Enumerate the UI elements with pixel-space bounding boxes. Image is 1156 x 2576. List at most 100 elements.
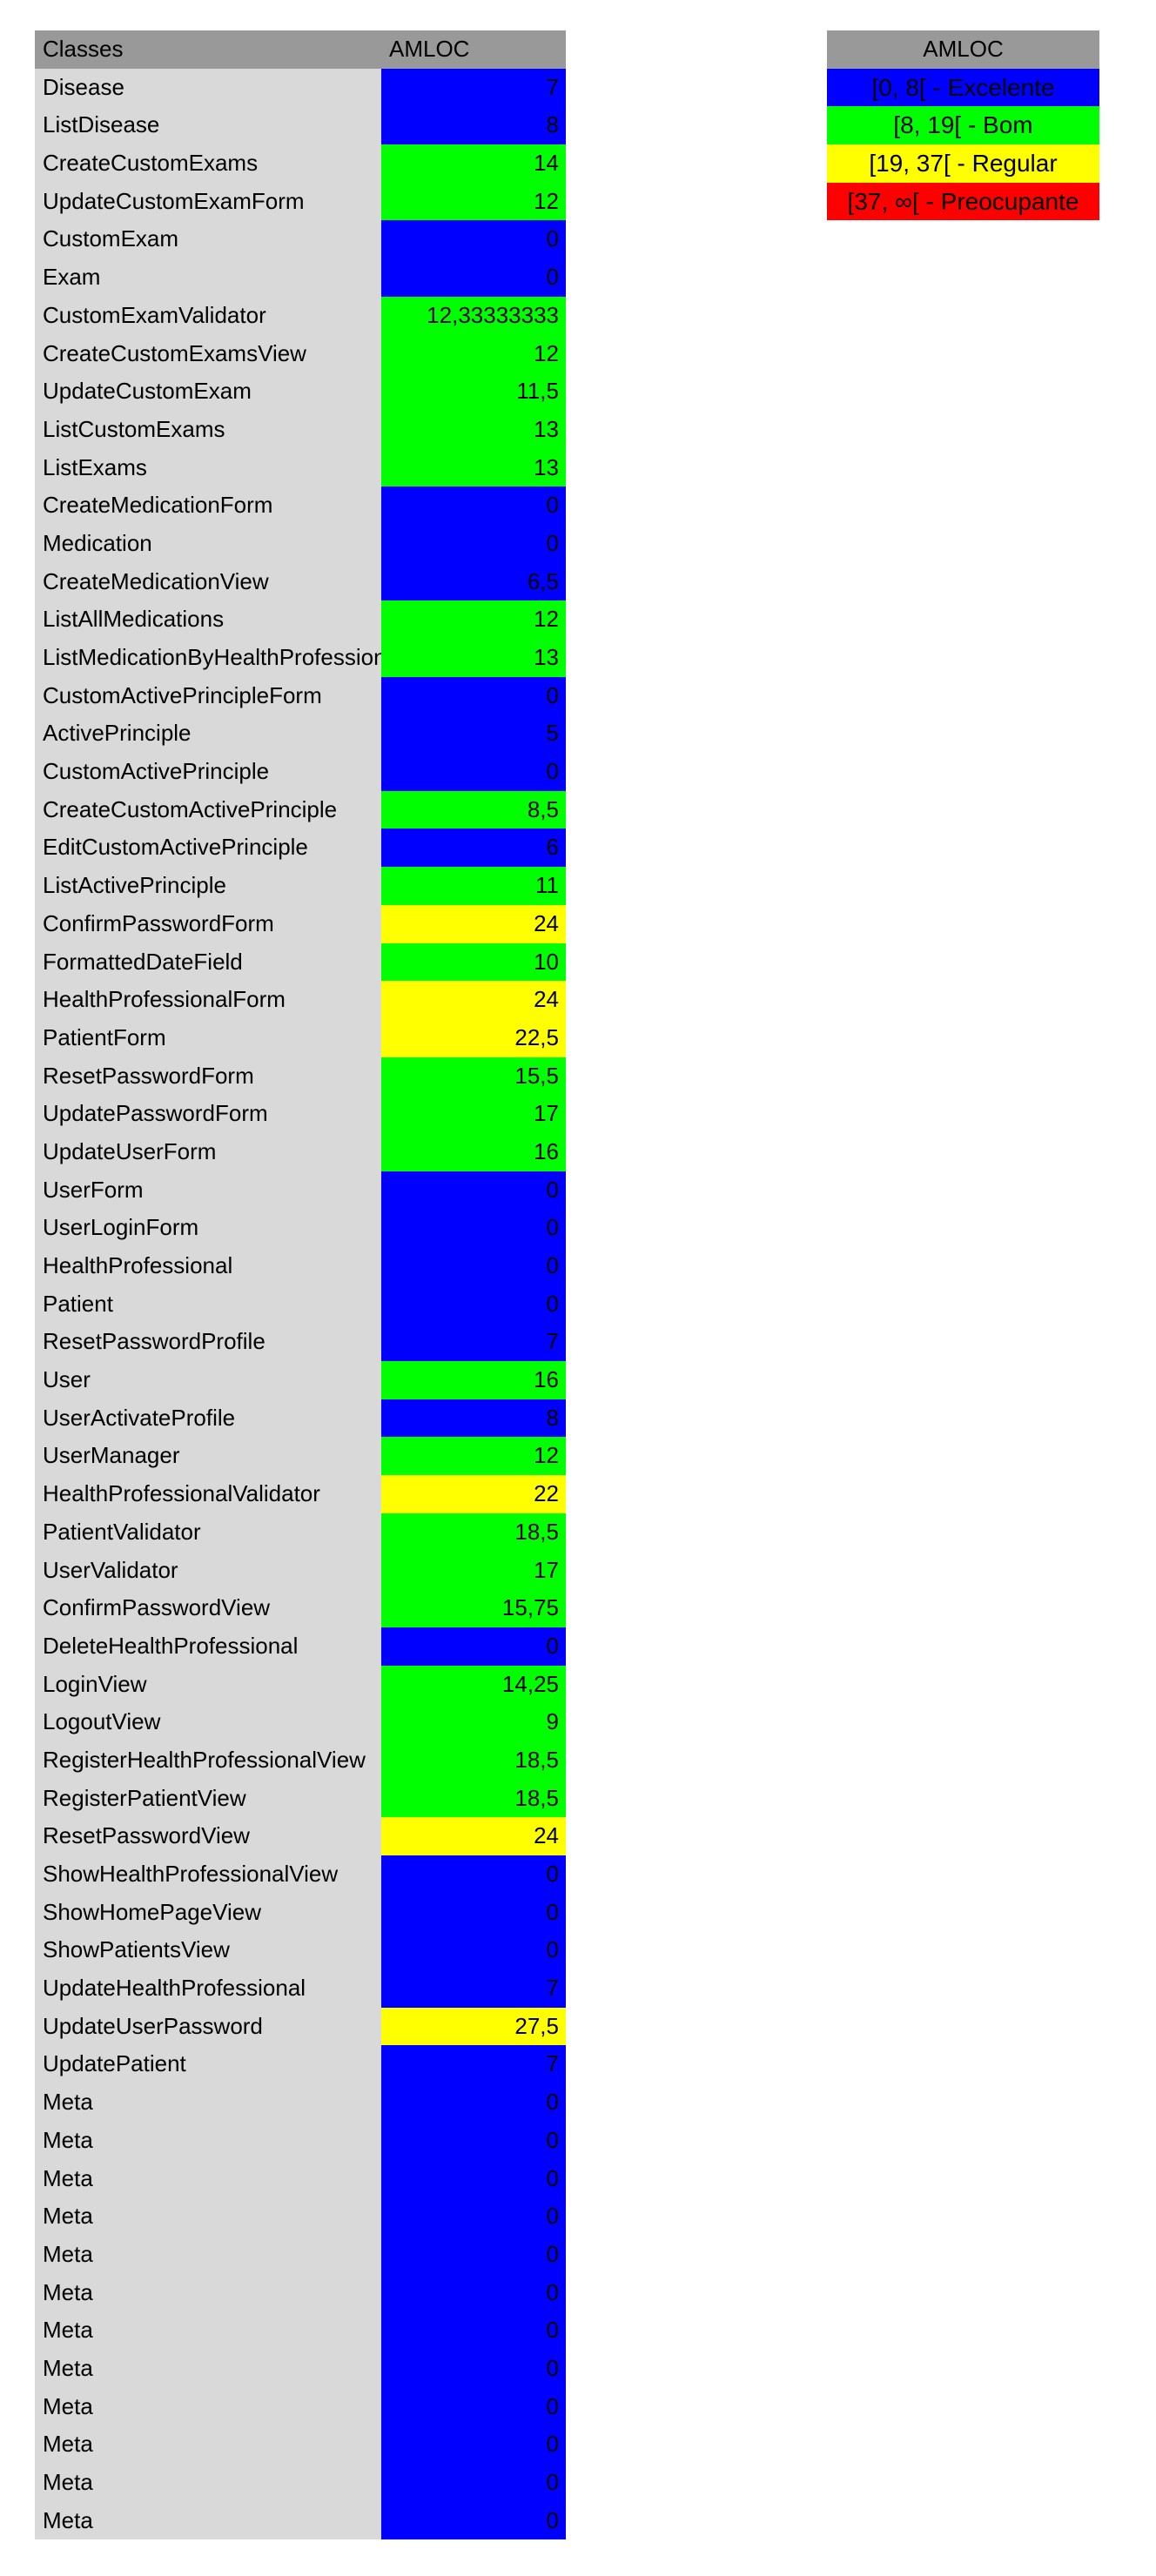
table-row: Exam 0 bbox=[35, 258, 566, 297]
amloc-value-cell: 12 bbox=[381, 182, 566, 221]
table-row: UpdateUserForm 16 bbox=[35, 1132, 566, 1171]
table-row: UserValidator 17 bbox=[35, 1551, 566, 1590]
class-name-cell: CreateCustomExamsView bbox=[35, 334, 381, 373]
legend-item: [37, ∞[ - Preocupante bbox=[827, 182, 1099, 221]
table-row: Meta 0 bbox=[35, 2197, 566, 2236]
amloc-table: Classes AMLOC Disease 7 ListDisease 8 Create… bbox=[35, 30, 566, 2540]
legend-item: [8, 19[ - Bom bbox=[827, 106, 1099, 145]
amloc-value-cell: 0 bbox=[381, 2464, 566, 2502]
class-name-cell: CustomExamValidator bbox=[35, 296, 381, 335]
class-name-cell: FormattedDateField bbox=[35, 943, 381, 982]
table-row: LogoutView 9 bbox=[35, 1703, 566, 1741]
class-name-cell: UserForm bbox=[35, 1171, 381, 1210]
class-name-cell: ListActivePrinciple bbox=[35, 867, 381, 905]
amloc-value-cell: 24 bbox=[381, 981, 566, 1019]
class-name-cell: ListExams bbox=[35, 448, 381, 487]
amloc-value-cell: 0 bbox=[381, 1627, 566, 1666]
class-name-cell: ListMedicationByHealthProfessional bbox=[35, 639, 381, 677]
class-name-cell: Meta bbox=[35, 2349, 381, 2388]
legend-title: AMLOC bbox=[827, 30, 1099, 69]
class-name-cell: HealthProfessionalValidator bbox=[35, 1475, 381, 1513]
table-row: ListExams 13 bbox=[35, 448, 566, 487]
amloc-value-cell: 0 bbox=[381, 2083, 566, 2122]
table-row: User 16 bbox=[35, 1361, 566, 1399]
amloc-value-cell: 0 bbox=[381, 1893, 566, 1932]
table-row: ListCustomExams 13 bbox=[35, 410, 566, 449]
table-row: ListActivePrinciple 11 bbox=[35, 867, 566, 905]
table-row: UpdateCustomExam 11,5 bbox=[35, 372, 566, 411]
class-name-cell: Patient bbox=[35, 1285, 381, 1324]
class-name-cell: EditCustomActivePrinciple bbox=[35, 828, 381, 868]
amloc-value-cell: 0 bbox=[381, 2425, 566, 2464]
amloc-value-cell: 17 bbox=[381, 1551, 566, 1590]
class-name-cell: CreateMedicationForm bbox=[35, 486, 381, 525]
amloc-value-cell: 0 bbox=[381, 2311, 566, 2350]
table-row: PatientValidator 18,5 bbox=[35, 1513, 566, 1552]
table-row: FormattedDateField 10 bbox=[35, 943, 566, 982]
amloc-value-cell: 13 bbox=[381, 448, 566, 487]
class-name-cell: Meta bbox=[35, 2311, 381, 2350]
table-row: CreateMedicationForm 0 bbox=[35, 486, 566, 525]
class-name-cell: Disease bbox=[35, 68, 381, 107]
table-header-row: Classes AMLOC bbox=[35, 30, 566, 69]
table-row: ShowHomePageView 0 bbox=[35, 1893, 566, 1932]
class-name-cell: ListAllMedications bbox=[35, 600, 381, 639]
table-row: DeleteHealthProfessional 0 bbox=[35, 1627, 566, 1666]
table-row: HealthProfessional 0 bbox=[35, 1247, 566, 1285]
amloc-value-cell: 7 bbox=[381, 1323, 566, 1362]
amloc-value-cell: 8,5 bbox=[381, 790, 566, 829]
amloc-value-cell: 12 bbox=[381, 600, 566, 639]
class-name-cell: ConfirmPasswordView bbox=[35, 1589, 381, 1627]
amloc-value-cell: 0 bbox=[381, 2197, 566, 2236]
table-row: RegisterHealthProfessionalView 18,5 bbox=[35, 1741, 566, 1780]
class-name-cell: UpdateCustomExamForm bbox=[35, 182, 381, 221]
table-row: Disease 7 bbox=[35, 68, 566, 107]
amloc-value-cell: 5 bbox=[381, 714, 566, 754]
class-name-cell: ShowHealthProfessionalView bbox=[35, 1855, 381, 1894]
table-body: Disease 7 ListDisease 8 CreateCustomExams 14 U… bbox=[35, 68, 566, 2540]
class-name-cell: ShowHomePageView bbox=[35, 1893, 381, 1932]
table-row: Meta 0 bbox=[35, 2311, 566, 2350]
amloc-value-cell: 15,75 bbox=[381, 1589, 566, 1627]
amloc-value-cell: 22 bbox=[381, 1475, 566, 1513]
amloc-value-cell: 0 bbox=[381, 524, 566, 563]
table-row: ListMedicationByHealthProfessional 13 bbox=[35, 639, 566, 677]
table-row: Meta 0 bbox=[35, 2121, 566, 2160]
amloc-value-cell: 0 bbox=[381, 2349, 566, 2388]
table-row: Meta 0 bbox=[35, 2273, 566, 2312]
amloc-value-cell: 8 bbox=[381, 1399, 566, 1438]
legend-items: [0, 8[ - Excelente [8, 19[ - Bom [19, 37[ … bbox=[827, 68, 1099, 221]
amloc-value-cell: 15,5 bbox=[381, 1057, 566, 1096]
table-row: UpdateUserPassword 27,5 bbox=[35, 2007, 566, 2046]
amloc-value-cell: 9 bbox=[381, 1703, 566, 1741]
table-row: UserLoginForm 0 bbox=[35, 1209, 566, 1247]
amloc-value-cell: 24 bbox=[381, 904, 566, 943]
amloc-value-cell: 0 bbox=[381, 1855, 566, 1894]
table-row: CustomActivePrincipleForm 0 bbox=[35, 676, 566, 715]
class-name-cell: ShowPatientsView bbox=[35, 1931, 381, 1970]
legend-item: [19, 37[ - Regular bbox=[827, 144, 1099, 183]
class-name-cell: Medication bbox=[35, 524, 381, 563]
amloc-value-cell: 0 bbox=[381, 2159, 566, 2198]
amloc-value-cell: 11,5 bbox=[381, 372, 566, 411]
class-name-cell: Meta bbox=[35, 2197, 381, 2236]
class-name-cell: LogoutView bbox=[35, 1703, 381, 1741]
table-row: HealthProfessionalValidator 22 bbox=[35, 1475, 566, 1513]
header-amloc: AMLOC bbox=[381, 30, 566, 69]
class-name-cell: UserValidator bbox=[35, 1551, 381, 1590]
amloc-value-cell: 0 bbox=[381, 1285, 566, 1324]
class-name-cell: CustomActivePrincipleForm bbox=[35, 676, 381, 715]
amloc-value-cell: 6,5 bbox=[381, 562, 566, 601]
table-row: Meta 0 bbox=[35, 2159, 566, 2198]
class-name-cell: UserActivateProfile bbox=[35, 1399, 381, 1438]
table-row: Meta 0 bbox=[35, 2425, 566, 2464]
table-row: ShowHealthProfessionalView 0 bbox=[35, 1855, 566, 1894]
amloc-value-cell: 7 bbox=[381, 2045, 566, 2084]
amloc-value-cell: 11 bbox=[381, 867, 566, 905]
header-classes: Classes bbox=[35, 30, 381, 69]
class-name-cell: PatientForm bbox=[35, 1018, 381, 1057]
table-row: ShowPatientsView 0 bbox=[35, 1931, 566, 1970]
table-row: Meta 0 bbox=[35, 2083, 566, 2122]
class-name-cell: Meta bbox=[35, 2121, 381, 2160]
table-row: UpdateHealthProfessional 7 bbox=[35, 1969, 566, 2008]
